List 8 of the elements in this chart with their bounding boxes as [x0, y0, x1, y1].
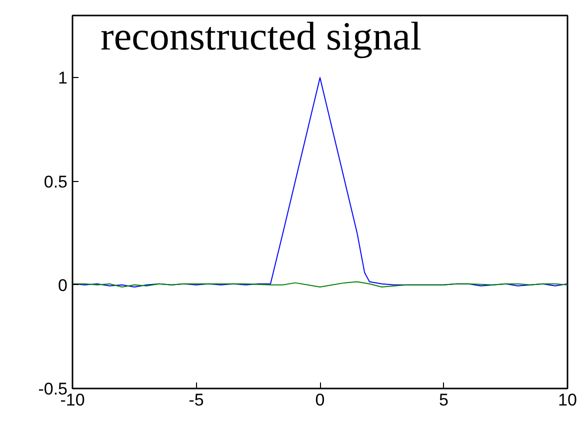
x-tick-label: 10: [558, 390, 577, 410]
y-tick-label: 0.5: [44, 172, 68, 192]
y-tick-label: 1: [58, 68, 68, 88]
y-tick-label: 0: [58, 276, 68, 295]
x-tick-label: -5: [188, 390, 204, 410]
x-tick-label: 0: [315, 390, 325, 410]
x-tick-label: 5: [439, 390, 448, 410]
chart-title: reconstructed signal: [100, 14, 422, 58]
